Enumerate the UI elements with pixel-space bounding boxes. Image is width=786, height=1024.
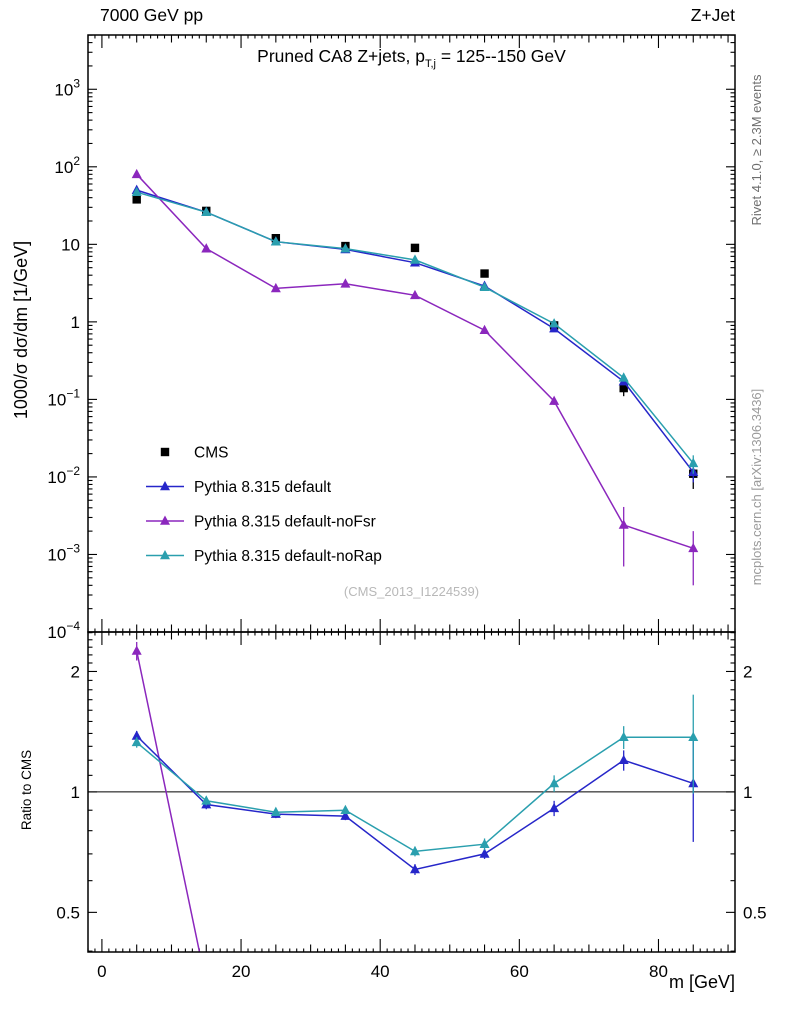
svg-text:10−4: 10−4	[47, 619, 80, 642]
svg-text:0.5: 0.5	[56, 903, 80, 922]
series-pythia-8-315-default-nofsr	[131, 168, 699, 586]
svg-text:103: 103	[54, 76, 80, 99]
svg-text:1: 1	[71, 313, 80, 332]
svg-text:10−1: 10−1	[47, 386, 80, 409]
x-axis-label: m [GeV]	[668, 972, 735, 992]
plot-title-post: = 125--150 GeV	[435, 46, 566, 66]
process-label: Z+Jet	[690, 5, 735, 25]
svg-text:0.5: 0.5	[743, 903, 767, 922]
svg-text:40: 40	[371, 962, 390, 981]
analysis-id-watermark: (CMS_2013_I1224539)	[343, 584, 480, 599]
svg-text:80: 80	[649, 962, 668, 981]
rivet-version-credit: Rivet 4.1.0, ≥ 2.3M events	[749, 74, 764, 226]
svg-text:10: 10	[61, 235, 80, 254]
y-axis-label: 1000/σ dσ/dm [1/GeV]	[11, 240, 31, 420]
svg-text:1: 1	[743, 783, 752, 802]
mcplots-credit: mcplots.cern.ch [arXiv:1306.3436]	[749, 388, 764, 586]
svg-text:20: 20	[232, 962, 251, 981]
legend-label: Pythia 8.315 default	[194, 479, 332, 496]
plot-title-subscript: T,j	[424, 58, 436, 70]
ratio-panel-frame	[87, 631, 736, 953]
svg-text:0: 0	[97, 962, 106, 981]
svg-text:60: 60	[510, 962, 529, 981]
main-panel-frame	[87, 34, 736, 633]
axis-ticks	[87, 34, 736, 952]
legend-label: Pythia 8.315 default-noFsr	[194, 514, 376, 531]
series-pythia-8-315-default-nofsr	[131, 641, 201, 952]
series-pythia-8-315-default-norap	[131, 694, 699, 857]
beam-energy-label: 7000 GeV pp	[100, 5, 204, 25]
svg-text:1: 1	[71, 783, 80, 802]
legend-label: CMS	[194, 445, 228, 462]
ratio-axis-label: Ratio to CMS	[19, 749, 34, 831]
plot-title-pre: Pruned CA8 Z+jets, p	[257, 46, 425, 66]
svg-text:10−2: 10−2	[47, 464, 80, 487]
svg-text:102: 102	[54, 154, 80, 177]
svg-text:10−3: 10−3	[47, 541, 80, 564]
legend: CMS Pythia 8.315 default Pythia 8.315 defa…	[146, 445, 382, 565]
svg-text:2: 2	[71, 662, 80, 681]
svg-text:2: 2	[743, 662, 752, 681]
series-pythia-8-315-default	[131, 184, 699, 483]
series-pythia-8-315-default-norap	[131, 186, 699, 474]
plot-title: Pruned CA8 Z+jets, pT,j = 125--150 GeV	[88, 46, 735, 70]
legend-label: Pythia 8.315 default-noRap	[194, 548, 382, 565]
